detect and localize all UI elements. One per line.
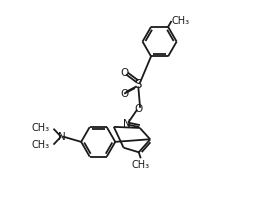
Text: CH₃: CH₃ (32, 140, 50, 150)
Text: O: O (134, 104, 143, 114)
Text: CH₃: CH₃ (132, 160, 150, 170)
Text: N: N (58, 132, 66, 142)
Text: N: N (123, 119, 131, 129)
Text: O: O (120, 89, 128, 99)
Text: S: S (135, 78, 142, 91)
Text: O: O (120, 68, 128, 78)
Text: CH₃: CH₃ (171, 16, 190, 26)
Text: CH₃: CH₃ (32, 123, 50, 133)
